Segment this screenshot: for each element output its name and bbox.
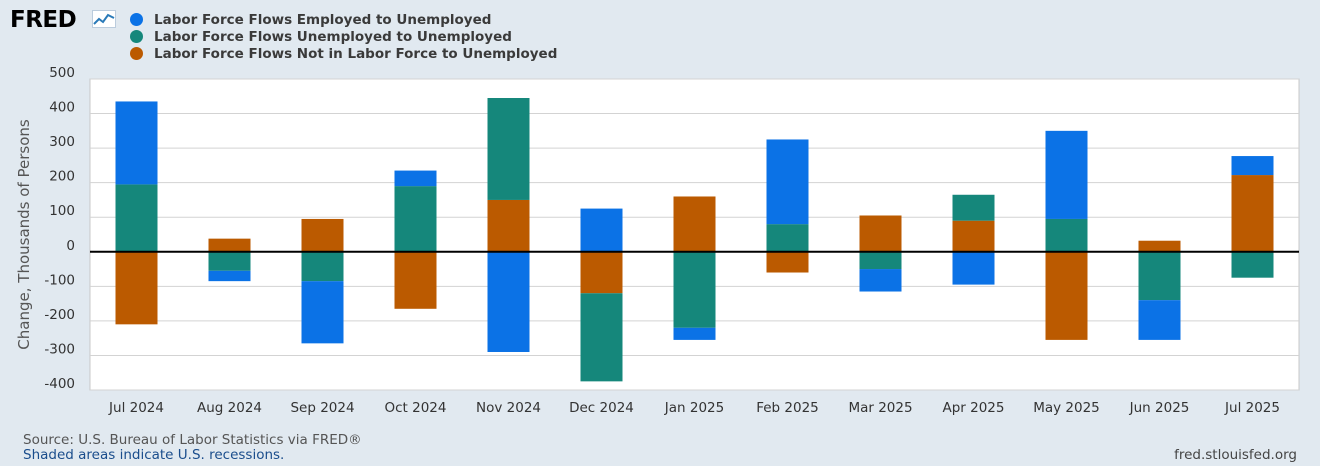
bar <box>1231 175 1274 252</box>
axes: 500 400 300 200 100 0 -100 -200 -300 -400 Jul 2024… <box>15 65 1299 416</box>
bar <box>394 170 437 187</box>
x-tick-label: Jul 2024 <box>108 400 164 416</box>
legend-label: Labor Force Flows Unemployed to Unemploy… <box>154 28 512 45</box>
legend-dot-icon <box>130 30 143 43</box>
bar <box>1231 251 1274 278</box>
y-axis-label: Change, Thousands of Persons <box>15 119 33 350</box>
legend-item-nilf-to-unemployed[interactable]: Labor Force Flows Not in Labor Force to … <box>130 45 557 62</box>
legend-label: Labor Force Flows Employed to Unemployed <box>154 11 492 28</box>
bar <box>673 251 716 328</box>
bar <box>301 251 344 282</box>
recession-note[interactable]: Shaded areas indicate U.S. recessions. <box>23 447 285 463</box>
bar <box>115 184 158 252</box>
legend-dot-icon <box>130 47 143 60</box>
x-tick-label: Aug 2024 <box>197 400 262 416</box>
bar <box>580 251 623 294</box>
bar <box>394 186 437 252</box>
bar <box>208 270 251 282</box>
bar <box>115 101 158 185</box>
bar <box>1138 251 1181 301</box>
legend-dot-icon <box>130 13 143 26</box>
bar <box>1045 218 1088 252</box>
y-tick-label: 100 <box>49 203 75 219</box>
bar <box>952 251 995 285</box>
bar <box>952 194 995 221</box>
bar <box>859 251 902 270</box>
bar <box>115 251 158 325</box>
bar <box>487 199 530 252</box>
bar <box>859 269 902 292</box>
bar <box>952 220 995 252</box>
line-chart-icon <box>92 10 116 28</box>
x-tick-label: Jan 2025 <box>664 400 724 416</box>
bar <box>301 281 344 344</box>
y-tick-label: 500 <box>49 65 75 81</box>
y-tick-label: 400 <box>49 100 75 116</box>
y-tick-label: -400 <box>44 376 75 392</box>
fred-logo[interactable]: FRED <box>10 7 77 33</box>
source-note: Source: U.S. Bureau of Labor Statistics … <box>23 432 362 448</box>
bar <box>1138 300 1181 340</box>
y-tick-label: 300 <box>49 134 75 150</box>
x-tick-label: Sep 2024 <box>290 400 354 416</box>
x-tick-label: Jun 2025 <box>1129 400 1190 416</box>
legend-item-unemployed-to-unemployed[interactable]: Labor Force Flows Unemployed to Unemploy… <box>130 28 557 45</box>
y-tick-label: -100 <box>44 272 75 288</box>
x-tick-label: Feb 2025 <box>756 400 819 416</box>
bar <box>766 224 809 252</box>
bar <box>1138 240 1181 252</box>
bar <box>487 98 530 200</box>
bar <box>673 327 716 340</box>
bar <box>301 218 344 252</box>
bar <box>766 251 809 273</box>
x-tick-label: Mar 2025 <box>848 400 912 416</box>
bar <box>1045 130 1088 219</box>
x-tick-label: Jul 2025 <box>1224 400 1280 416</box>
bar <box>208 251 251 271</box>
bar <box>208 238 251 252</box>
bar <box>859 215 902 252</box>
stacked-bar-chart: 500 400 300 200 100 0 -100 -200 -300 -400 Jul 2024… <box>15 65 1300 416</box>
site-url[interactable]: fred.stlouisfed.org <box>1174 447 1297 463</box>
y-tick-label: -300 <box>44 341 75 357</box>
x-tick-label: Nov 2024 <box>476 400 541 416</box>
y-tick-label: 0 <box>66 238 75 254</box>
bars <box>115 98 1274 382</box>
y-tick-label: 200 <box>49 169 75 185</box>
bar <box>580 208 623 252</box>
chart-legend: Labor Force Flows Employed to Unemployed… <box>130 11 557 62</box>
x-tick-label: Oct 2024 <box>385 400 447 416</box>
bar <box>1045 251 1088 340</box>
bar <box>1231 156 1274 176</box>
bar <box>580 293 623 382</box>
legend-item-employed-to-unemployed[interactable]: Labor Force Flows Employed to Unemployed <box>130 11 557 28</box>
x-tick-label: May 2025 <box>1033 400 1100 416</box>
x-tick-label: Apr 2025 <box>942 400 1004 416</box>
bar <box>673 196 716 252</box>
legend-label: Labor Force Flows Not in Labor Force to … <box>154 45 558 62</box>
x-tick-label: Dec 2024 <box>569 400 634 416</box>
bar <box>487 251 530 352</box>
bar <box>394 251 437 309</box>
y-tick-label: -200 <box>44 307 75 323</box>
bar <box>766 139 809 225</box>
